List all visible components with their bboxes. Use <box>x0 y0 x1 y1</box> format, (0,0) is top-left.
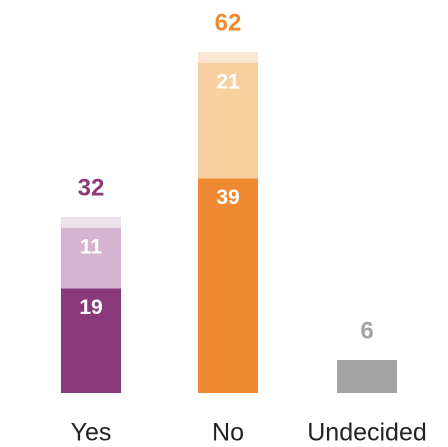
bar-segment <box>61 288 121 393</box>
segment-label: 39 <box>216 186 239 209</box>
bar-segment <box>337 360 397 393</box>
segment-label: 11 <box>80 236 103 259</box>
segment-label: 21 <box>216 71 240 94</box>
bar-segment <box>61 228 121 289</box>
total-label: 32 <box>78 174 105 201</box>
bar-segment <box>198 178 258 393</box>
bar-segment <box>198 63 258 179</box>
bar-segment <box>198 52 258 63</box>
x-tick-label: No <box>212 419 244 447</box>
bar-segment <box>61 217 121 228</box>
x-tick-label: Yes <box>71 419 112 447</box>
total-label: 6 <box>360 317 373 344</box>
x-tick-label: Undecided <box>307 419 427 447</box>
segment-label: 19 <box>79 296 102 319</box>
total-label: 62 <box>215 9 242 36</box>
